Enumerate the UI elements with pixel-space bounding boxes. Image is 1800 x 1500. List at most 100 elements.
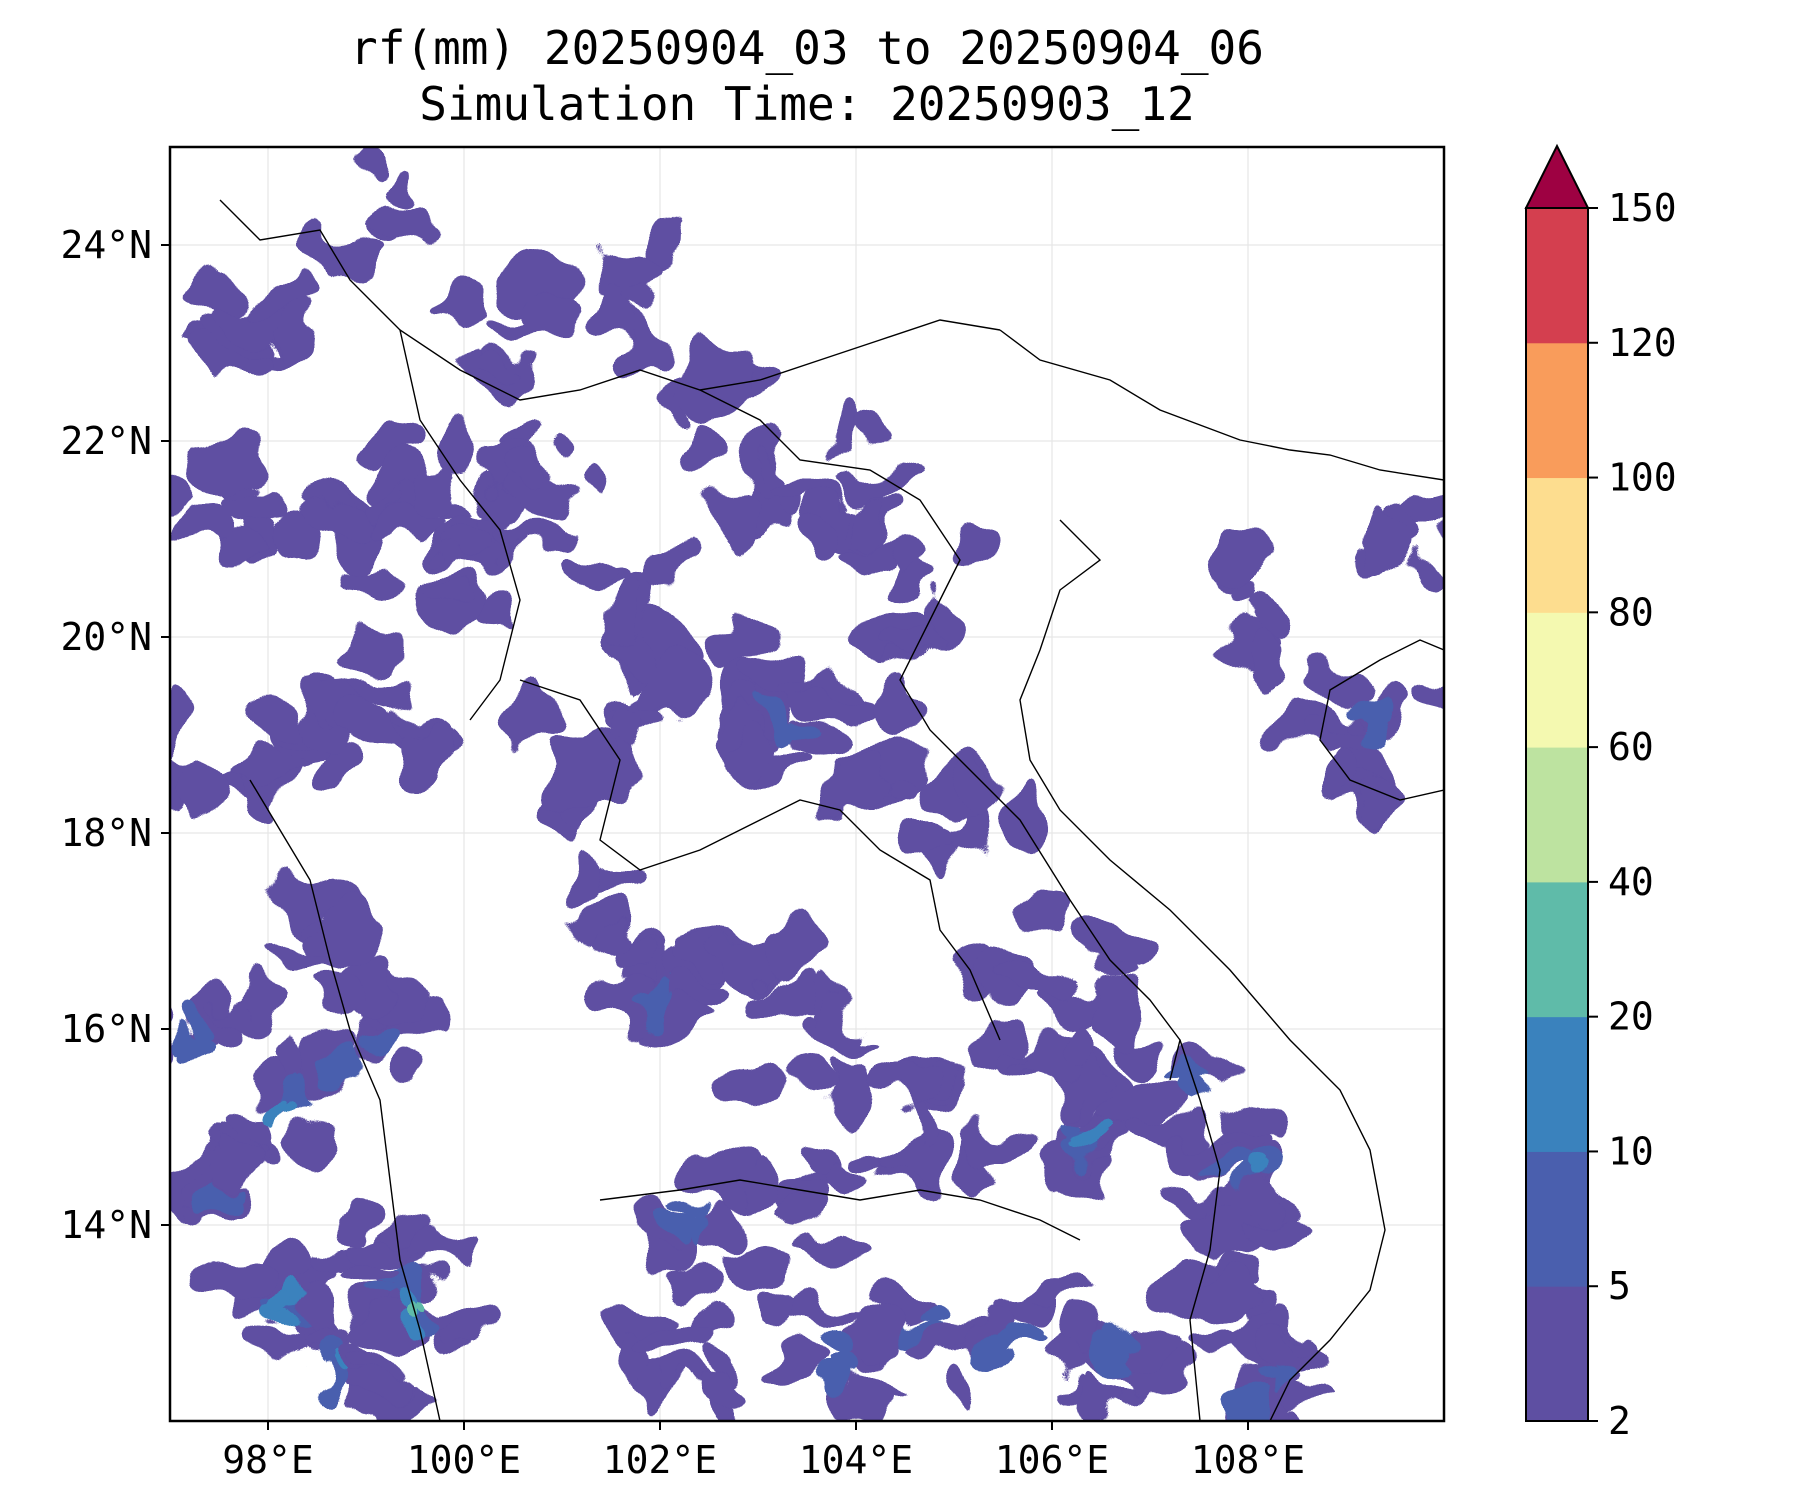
rain-patch (794, 1234, 864, 1267)
x-tick-label: 108°E (1191, 1438, 1305, 1482)
rain-patch (786, 1065, 825, 1100)
rain-patch (332, 709, 401, 754)
rain-patch (898, 1095, 927, 1156)
colorbar-tick-label: 60 (1608, 725, 1654, 769)
rain-patch (1240, 642, 1285, 680)
colorbar-tick-label: 2 (1608, 1399, 1631, 1443)
colorbar-bin (1526, 477, 1588, 613)
rain-patch (706, 491, 759, 548)
colorbar-tick-label: 5 (1608, 1264, 1631, 1308)
rain-patch (913, 1317, 986, 1344)
rain-patch (601, 278, 640, 334)
rain-patch (170, 705, 191, 756)
rain-patch (189, 1201, 220, 1225)
colorbar-tick-label: 10 (1608, 1129, 1654, 1173)
border-myanmar-thailand (249, 779, 441, 1421)
rain-patch (632, 279, 668, 310)
rain-patch (170, 475, 200, 507)
rain-patch (862, 675, 922, 739)
rain-patch (753, 922, 826, 980)
rain-patch (1094, 985, 1141, 1040)
rain-patch (1401, 566, 1431, 589)
rain-patch (457, 343, 487, 390)
rain-patch-level-1 (213, 1170, 250, 1191)
rain-patch (523, 287, 588, 339)
rain-patch (472, 595, 520, 620)
rain-patch (648, 1326, 720, 1358)
rain-patch (823, 1057, 876, 1117)
rain-patch (339, 1211, 381, 1236)
map-subtitle: Simulation Time: 20250903_12 (419, 77, 1195, 131)
rain-patch (1010, 959, 1074, 999)
rain-patch (952, 1363, 984, 1416)
rain-patch (572, 451, 607, 493)
rain-patch (666, 984, 729, 1011)
rain-patch (504, 451, 552, 486)
border-laos-vietnam (699, 389, 1181, 1081)
rain-patch (371, 508, 441, 548)
rain-patch (585, 926, 632, 956)
rain-patch (719, 1057, 785, 1108)
rain-patch (186, 274, 255, 313)
rain-patch-level-1 (1167, 1080, 1208, 1110)
rain-patch (771, 1198, 826, 1225)
rain-patch-level-1 (912, 1290, 950, 1315)
rain-patch (1003, 781, 1045, 844)
rain-patch (341, 957, 401, 1011)
rain-patch (758, 983, 814, 1027)
rain-patch-level-1 (359, 1028, 404, 1053)
rain-patch (433, 425, 476, 480)
rain-patch (255, 287, 320, 321)
rain-patch-level-1 (773, 711, 801, 742)
colorbar-bin (1526, 1151, 1588, 1287)
rain-patch (644, 645, 701, 702)
x-tick-label: 98°E (222, 1438, 314, 1482)
colorbar-tick-label: 20 (1608, 995, 1654, 1039)
colorbar-bin (1526, 1286, 1588, 1422)
rain-patch (1015, 1279, 1095, 1302)
rain-patch (955, 762, 990, 819)
rain-patch-level-1 (1210, 1154, 1253, 1175)
y-axis: 14°N 16°N 18°N 20°N 22°N 24°N (60, 223, 170, 1247)
rain-patch (272, 319, 322, 363)
rain-patch (496, 526, 566, 552)
rain-patch (757, 1298, 789, 1326)
rainfall-field (170, 147, 1444, 1421)
rain-patch (666, 1262, 726, 1290)
rain-patch (829, 758, 887, 811)
colorbar-frame (1525, 207, 1589, 1422)
rain-patch (210, 1141, 257, 1175)
colorbar-tick-label: 100 (1608, 456, 1677, 500)
y-tick-label: 24°N (60, 223, 152, 267)
rain-patch-level-1 (807, 1368, 849, 1398)
rain-patch (767, 473, 845, 497)
rain-patch (862, 1143, 895, 1164)
colorbar-tick-label: 150 (1608, 186, 1677, 230)
rain-patch-level-2 (1242, 1157, 1261, 1179)
colorbar-bin (1526, 881, 1588, 1018)
colorbar-tick-label: 40 (1608, 860, 1654, 904)
rain-patch (383, 1060, 418, 1106)
colorbar-bin (1526, 1016, 1588, 1152)
rain-patch (267, 942, 333, 966)
border-cambodia-vietnam (1179, 1039, 1221, 1421)
rain-patch-level-1 (812, 1329, 857, 1357)
rain-patch (441, 536, 498, 563)
rain-patch (887, 773, 921, 801)
y-tick-label: 20°N (60, 615, 152, 659)
colorbar-bin (1526, 208, 1588, 344)
colorbar-bin (1526, 747, 1588, 883)
rain-patch (794, 516, 836, 573)
rain-patch (624, 936, 654, 967)
rain-patch (1254, 602, 1291, 644)
rain-patch (1280, 1323, 1317, 1344)
rain-patch (677, 347, 753, 409)
rain-patch (872, 1070, 944, 1105)
rain-patch-level-1 (1358, 695, 1391, 731)
map-frame (168, 145, 1446, 1423)
rain-patch (313, 746, 343, 789)
rain-patch (847, 489, 889, 540)
rain-patch (1363, 783, 1405, 820)
rain-patch (1097, 961, 1127, 987)
